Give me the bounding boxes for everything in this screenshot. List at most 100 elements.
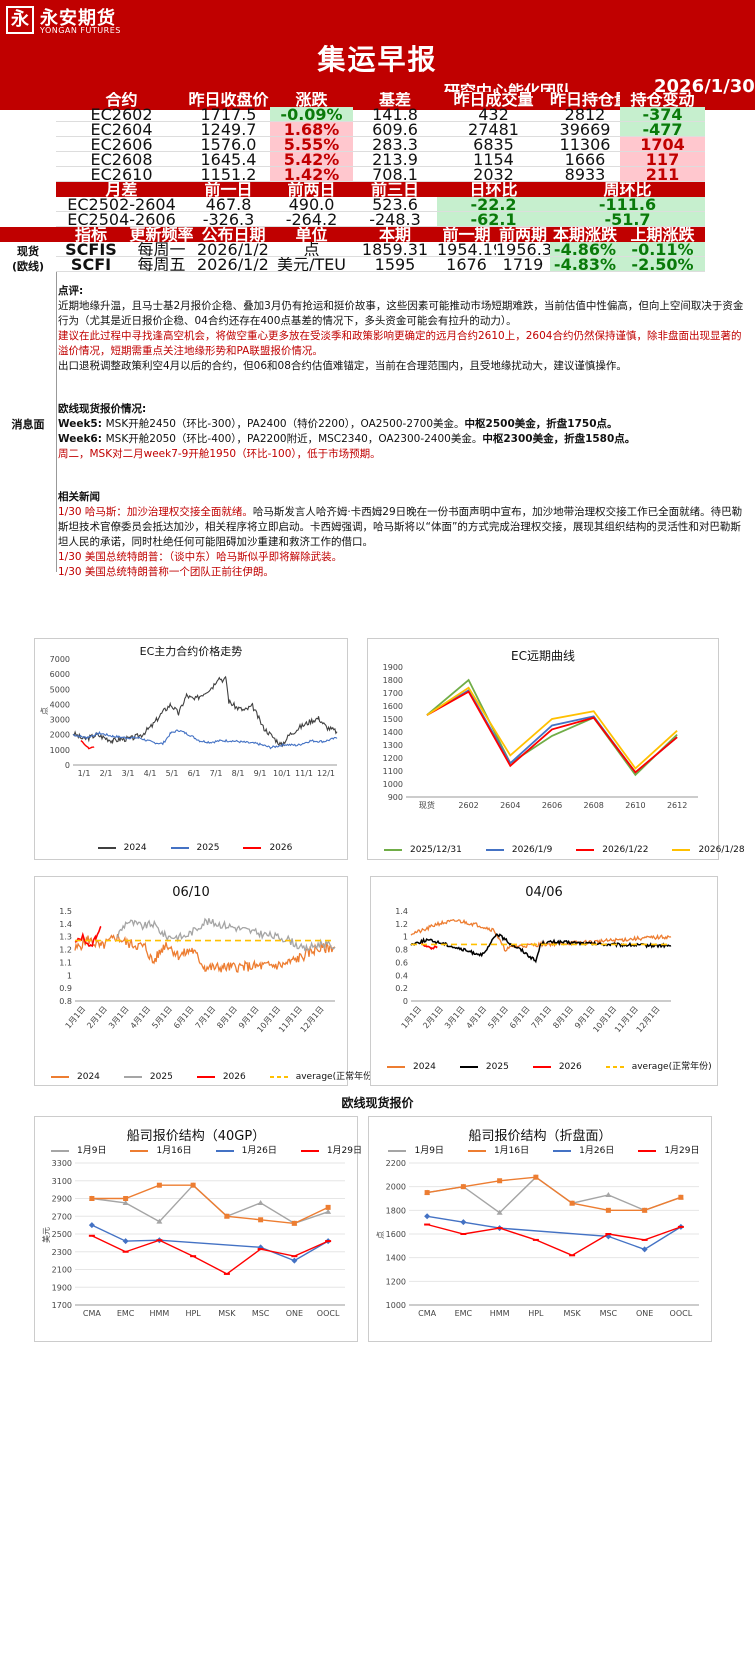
table-cell: 指标	[56, 227, 126, 242]
data-point	[224, 1213, 230, 1219]
legend-item: average(正常年份)	[598, 1062, 712, 1072]
legend-label: 2026/1/9	[511, 845, 553, 855]
table-cell: 467.8	[187, 197, 270, 212]
series-line	[426, 690, 678, 774]
data-point	[258, 1217, 264, 1223]
series-line	[91, 1235, 329, 1275]
table-cell: 1645.4	[187, 152, 270, 167]
tick-label: OOCL	[317, 1309, 340, 1318]
legend-item: 2024	[90, 843, 147, 853]
tick-label: CMA	[418, 1309, 436, 1318]
tick-label: 0.8	[395, 946, 408, 955]
series-line	[426, 1215, 682, 1251]
tick-label: 0.4	[395, 971, 408, 980]
table-cell: SCFI	[56, 257, 126, 272]
tick-label: 3/1	[122, 769, 135, 778]
legend-label: average(正常年份)	[295, 1072, 376, 1082]
legend-label: 1月9日	[414, 1146, 444, 1156]
legend-swatch	[384, 848, 402, 851]
contracts-header: 合约昨日收盘价涨跌基差昨日成交量昨日持仓量持仓变动	[0, 92, 755, 107]
legend-label: 2026/1/22	[602, 845, 649, 855]
legend-item: 1月26日	[545, 1146, 614, 1156]
table-cell: SCFIS	[56, 242, 126, 257]
table-cell: 每周五	[126, 257, 197, 272]
table-cell: 1151.2	[187, 167, 270, 182]
data-point	[497, 1178, 503, 1184]
table-cell: 前两日	[270, 182, 353, 197]
table-cell: 609.6	[353, 122, 437, 137]
table-cell: 39669	[550, 122, 620, 137]
tick-label: 0.9	[59, 984, 72, 993]
contract-row: EC2608 1645.4 5.42% 213.9 1154 1666 117	[0, 152, 755, 167]
chart-legend: 2025/12/31 2026/1/9 2026/1/22 2026/1/28	[368, 845, 745, 855]
tick-label: 1700	[52, 1301, 72, 1310]
chart-ec-main: EC主力合约价格走势 7000 6000 5000 4000 3000 2000 1000 0…	[34, 638, 348, 860]
tick-label: 1.4	[395, 907, 408, 916]
legend-label: 2025	[149, 1072, 173, 1082]
legend-swatch	[51, 1075, 69, 1078]
tick-label: 6000	[50, 670, 70, 679]
tick-label: HPL	[528, 1309, 544, 1318]
yongan-logo: 永	[6, 6, 34, 34]
tick-label: MSK	[218, 1309, 236, 1318]
table-cell: 2812	[550, 107, 620, 122]
table-cell: 1.68%	[270, 122, 353, 137]
tick-label: 1月1日	[64, 1005, 88, 1031]
tick-label: 9/1	[254, 769, 267, 778]
data-point	[460, 1219, 467, 1226]
news-side-label: 消息面	[11, 418, 45, 431]
chart-title: EC主力合约价格走势	[139, 645, 243, 658]
table-cell: 前一期	[437, 227, 496, 242]
chart-title: 04/06	[525, 885, 563, 900]
table-cell: EC2602	[56, 107, 187, 122]
data-point	[325, 1208, 332, 1214]
table-cell: -51.7	[550, 212, 705, 227]
legend-label: 2026	[269, 843, 293, 853]
table-cell: 1956.39	[496, 242, 550, 257]
legend-label: 1月26日	[579, 1146, 615, 1156]
table-cell: -111.6	[550, 197, 705, 212]
legend-item: 1月16日	[122, 1146, 192, 1156]
legend-item: 1月9日	[43, 1146, 106, 1156]
tick-label: HPL	[185, 1309, 201, 1318]
tick-label: 2000	[50, 731, 70, 740]
table-cell: 上期涨跌	[620, 227, 705, 242]
tick-label: 2月1日	[421, 1005, 445, 1031]
legend-item: 1月29日	[293, 1146, 362, 1156]
news-1-body: 哈马斯发言人哈齐姆·卡西姆29日晚在一份书面声明中宣布，加沙地带治理权交接工作已…	[58, 506, 743, 548]
legend-item: 2024	[379, 1062, 436, 1072]
legend-label: 2024	[413, 1062, 436, 1072]
series-line	[426, 1176, 682, 1211]
series-line	[116, 917, 336, 952]
data-point	[641, 1246, 648, 1253]
data-point	[123, 1196, 129, 1201]
table-cell: 2026/1/23	[197, 257, 270, 272]
legend-item: 2026/1/9	[478, 845, 552, 855]
data-point	[291, 1220, 297, 1226]
tick-label: 0	[403, 997, 408, 1006]
tick-label: 3月1日	[107, 1005, 131, 1031]
tick-label: 8/1	[232, 769, 245, 778]
week5-line: Week5: MSK开舱2450（环比-300），PA2400（特价2200），…	[58, 417, 750, 432]
w5-label: Week5:	[58, 418, 106, 430]
chart-carrier-futures: 船司报价结构（折盘面） 1月9日 1月16日 1月26日 1月29日 2200 2000…	[368, 1116, 712, 1342]
data-point	[678, 1194, 684, 1200]
table-cell: 27481	[437, 122, 550, 137]
tick-label: 5月1日	[150, 1005, 174, 1031]
legend-item: 2026	[235, 843, 292, 853]
tick-label: 2604	[500, 801, 520, 810]
tick-label: 0.8	[59, 997, 72, 1006]
tick-label: 8月1日	[215, 1005, 239, 1031]
data-point	[460, 1184, 466, 1190]
spot-sublabel: (欧线)	[11, 260, 45, 273]
legend-item: 2025	[116, 1072, 173, 1082]
table-cell: 点	[270, 242, 353, 257]
series-2026	[80, 740, 95, 750]
news-section: 点评: 近期地缘升温，且马士基2月报价企稳、叠加3月仍有抢运和挺价故事，这些因素…	[58, 284, 750, 580]
table-cell: 每周一	[126, 242, 197, 257]
legend-swatch	[459, 1065, 478, 1068]
w6-body: MSK开舱2050（环比-400），PA2200附近，MSC2340，OA230…	[105, 433, 483, 445]
y-axis-label: 美元	[41, 1227, 51, 1243]
data-point	[156, 1182, 162, 1188]
tick-label: 7月1日	[194, 1005, 218, 1031]
